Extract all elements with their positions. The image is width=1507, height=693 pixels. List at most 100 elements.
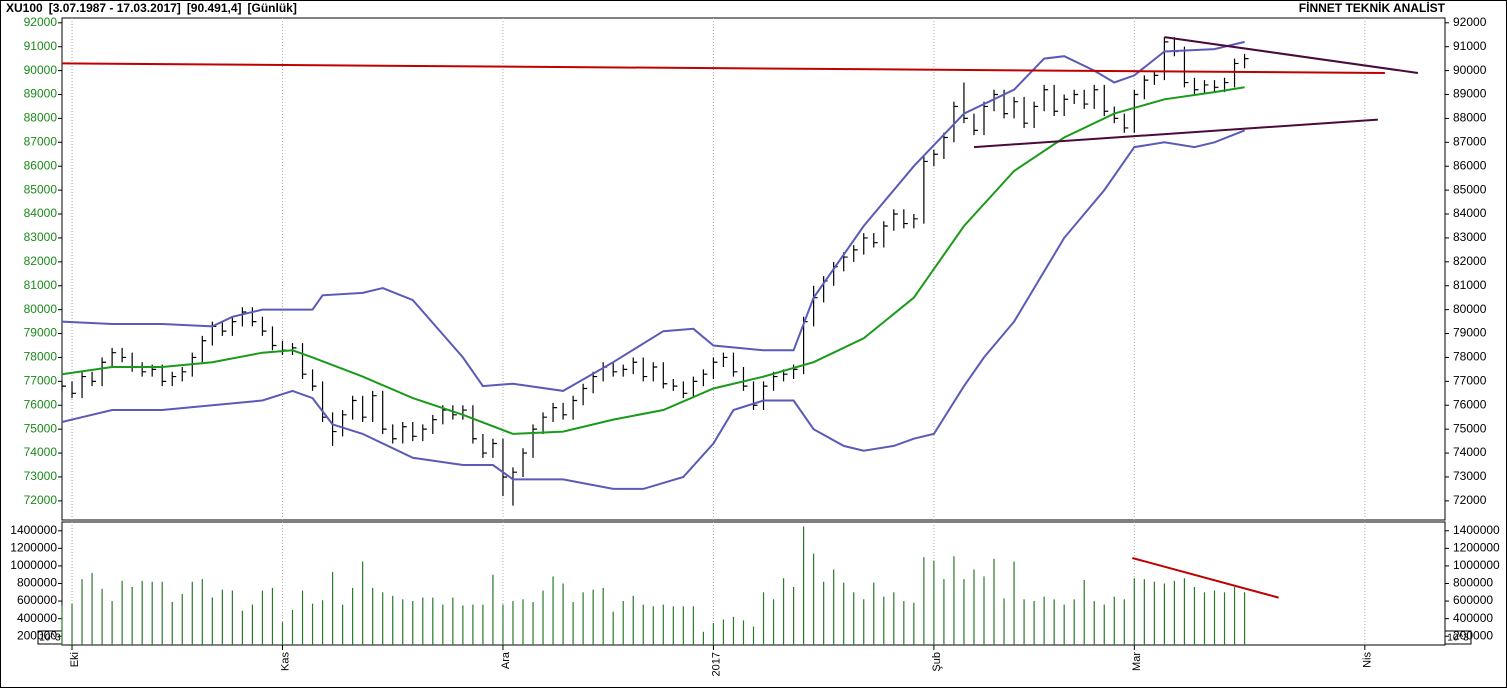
y-tick-label: 200000 xyxy=(1453,628,1493,642)
y-tick-label: 73000 xyxy=(24,469,58,483)
y-tick-label: 74000 xyxy=(24,445,58,459)
price-bar xyxy=(923,156,928,224)
volume-bar xyxy=(201,579,203,645)
price-bar xyxy=(141,362,147,377)
y-tick-label: 75000 xyxy=(1453,421,1487,435)
price-bar xyxy=(331,412,337,446)
y-tick-label: 1200000 xyxy=(1453,541,1500,555)
price-bar xyxy=(542,412,548,434)
volume-bar xyxy=(943,579,945,645)
unit-label: 10^3 xyxy=(1447,633,1469,644)
volume-bar xyxy=(161,581,163,645)
y-tick-label: 84000 xyxy=(24,206,58,220)
price-bar xyxy=(311,369,317,391)
indicator-line xyxy=(61,86,1245,435)
y-tick-label: 92000 xyxy=(24,15,58,29)
volume-bar xyxy=(582,592,584,645)
volume-bar xyxy=(1243,592,1246,645)
price-bar xyxy=(1133,89,1139,133)
price-bar xyxy=(712,357,718,379)
price-bar xyxy=(1043,84,1049,112)
unit-label: 10^3 xyxy=(39,633,61,644)
price-bar xyxy=(562,402,568,420)
volume-bar xyxy=(1213,590,1216,645)
y-tick-label: 85000 xyxy=(1453,182,1487,196)
y-tick-label: 82000 xyxy=(1453,254,1487,268)
y-tick-label: 200000 xyxy=(17,628,57,642)
volume-bar xyxy=(762,592,765,645)
volume-bar xyxy=(622,601,624,645)
volume-bar xyxy=(321,600,324,645)
volume-bar xyxy=(772,599,775,645)
price-bar xyxy=(622,364,628,377)
y-tick-label: 1400000 xyxy=(10,523,57,537)
price-bar xyxy=(983,101,988,136)
volume-bar xyxy=(662,604,664,645)
price-bar xyxy=(291,343,297,356)
volume-bar xyxy=(562,583,564,645)
volume-bar xyxy=(903,601,905,645)
price-bar xyxy=(492,438,497,458)
volume-bar xyxy=(823,581,825,645)
volume-bar xyxy=(382,592,384,645)
volume-bar xyxy=(863,599,865,645)
volume-bar xyxy=(482,604,484,645)
price-bar xyxy=(682,381,688,399)
title-period: [Günlük] xyxy=(248,1,297,15)
volume-bar xyxy=(1143,579,1145,645)
price-bar xyxy=(1093,84,1099,109)
volume-bar xyxy=(1173,580,1176,645)
y-tick-label: 87000 xyxy=(24,134,58,148)
volume-bar xyxy=(311,603,314,645)
x-tick-label: 2017 xyxy=(710,652,722,676)
y-tick-label: 77000 xyxy=(1453,374,1487,388)
volume-bar xyxy=(1203,592,1206,645)
price-bar xyxy=(592,371,598,394)
volume-bar xyxy=(352,587,354,645)
y-tick-label: 79000 xyxy=(24,326,58,340)
volume-bar xyxy=(271,587,274,645)
y-tick-label: 91000 xyxy=(1453,39,1487,53)
volume-bar xyxy=(331,572,334,645)
price-bar xyxy=(1183,46,1189,88)
y-tick-label: 90000 xyxy=(1453,63,1487,77)
y-tick-label: 87000 xyxy=(1453,134,1487,148)
volume-bar xyxy=(1183,578,1186,645)
price-bar xyxy=(1083,89,1089,109)
y-tick-label: 1000000 xyxy=(1453,558,1500,572)
price-bar xyxy=(963,82,968,124)
volume-bar xyxy=(803,526,805,645)
y-tick-label: 79000 xyxy=(1453,326,1487,340)
trend-line xyxy=(1164,36,1419,74)
volume-bar xyxy=(81,579,83,645)
volume-bar xyxy=(792,587,795,645)
volume-bar xyxy=(422,597,424,645)
price-bar xyxy=(552,402,558,422)
volume-bar xyxy=(1133,578,1135,645)
price-bar xyxy=(742,367,748,391)
volume-bar xyxy=(402,599,404,645)
volume-bar xyxy=(913,602,915,645)
price-bar xyxy=(1203,80,1209,95)
price-bar xyxy=(71,381,77,399)
y-tick-label: 73000 xyxy=(1453,469,1487,483)
volume-bar xyxy=(843,582,845,645)
y-tick-label: 77000 xyxy=(24,374,58,388)
y-tick-label: 83000 xyxy=(1453,230,1487,244)
volume-bar xyxy=(472,604,474,645)
y-tick-label: 90000 xyxy=(24,63,58,77)
volume-bar xyxy=(1163,583,1165,645)
title: XU100 xyxy=(6,1,43,15)
volume-bar xyxy=(923,557,925,645)
price-bar xyxy=(422,424,427,442)
volume-bar xyxy=(873,582,875,645)
price-bar xyxy=(1233,58,1239,88)
price-bar xyxy=(121,347,127,363)
volume-bar xyxy=(1153,581,1155,645)
price-bar xyxy=(732,352,738,377)
price-bar xyxy=(1213,80,1219,93)
volume-bar xyxy=(1013,561,1015,645)
y-tick-label: 81000 xyxy=(24,278,58,292)
price-bar xyxy=(1163,37,1169,81)
